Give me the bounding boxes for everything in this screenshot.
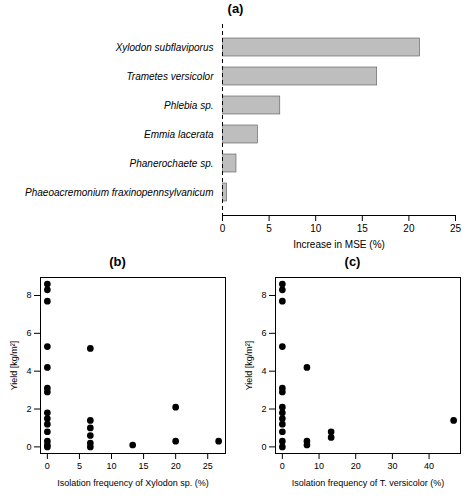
svg-text:25: 25 [203, 461, 213, 471]
svg-text:0: 0 [280, 461, 285, 471]
svg-text:15: 15 [139, 461, 149, 471]
svg-text:20: 20 [403, 223, 415, 234]
svg-text:Increase in MSE (%): Increase in MSE (%) [293, 239, 385, 250]
svg-text:Isolation frequency of Xylodon: Isolation frequency of Xylodon sp. (%) [57, 478, 209, 488]
svg-text:15: 15 [357, 223, 369, 234]
svg-text:20: 20 [171, 461, 181, 471]
svg-text:40: 40 [424, 461, 434, 471]
html-text:(a): (a) [227, 1, 244, 16]
svg-text:Yield [kg/m²]: Yield [kg/m²] [244, 341, 254, 391]
svg-text:4: 4 [261, 366, 266, 376]
svg-text:6: 6 [26, 328, 31, 338]
svg-text:Emmia lacerata: Emmia lacerata [144, 129, 214, 140]
svg-text:0: 0 [26, 442, 31, 452]
svg-text:0: 0 [261, 442, 266, 452]
svg-text:4: 4 [26, 366, 31, 376]
svg-text:6: 6 [261, 328, 266, 338]
svg-text:Isolation frequency of T. vers: Isolation frequency of T. versicolor (%) [292, 478, 444, 488]
svg-text:25: 25 [450, 223, 462, 234]
svg-text:5: 5 [266, 223, 272, 234]
html-text:(c): (c) [344, 254, 361, 269]
svg-text:8: 8 [261, 290, 266, 300]
svg-text:Yield [kg/m²]: Yield [kg/m²] [9, 341, 19, 391]
svg-text:2: 2 [26, 404, 31, 414]
svg-text:0: 0 [45, 461, 50, 471]
svg-text:0: 0 [220, 223, 226, 234]
html-text:(b): (b) [109, 254, 126, 269]
svg-text:20: 20 [351, 461, 361, 471]
svg-text:30: 30 [387, 461, 397, 471]
svg-text:10: 10 [310, 223, 322, 234]
svg-text:Phaeoacremonium fraxinopennsyl: Phaeoacremonium fraxinopennsylvanicum [25, 187, 213, 198]
svg-text:Phanerochaete sp.: Phanerochaete sp. [130, 158, 214, 169]
svg-text:10: 10 [314, 461, 324, 471]
svg-text:5: 5 [77, 461, 82, 471]
svg-text:2: 2 [261, 404, 266, 414]
svg-text:Phlebia sp.: Phlebia sp. [164, 100, 213, 111]
svg-text:Xylodon subflaviporus: Xylodon subflaviporus [115, 42, 214, 53]
svg-text:10: 10 [107, 461, 117, 471]
svg-text:Trametes versicolor: Trametes versicolor [126, 71, 214, 82]
svg-text:8: 8 [26, 290, 31, 300]
